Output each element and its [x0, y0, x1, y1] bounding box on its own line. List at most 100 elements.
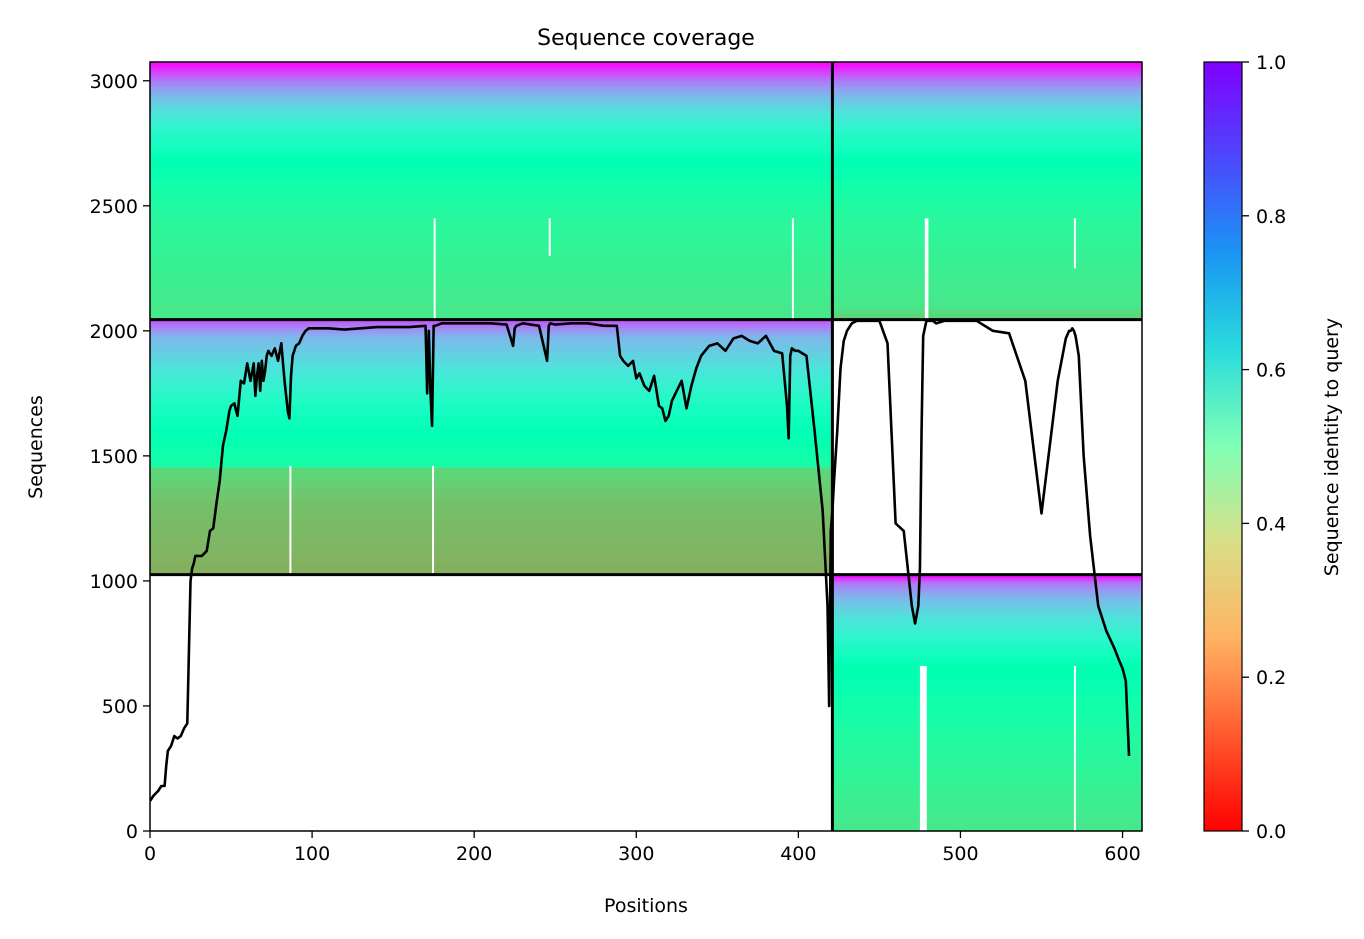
heatmap-band-1-7-4	[832, 65, 1142, 69]
heatmap-band-0-1-4	[150, 170, 833, 181]
heatmap-band-0-5-2	[150, 88, 833, 92]
heatmap-band-0-0-5	[150, 218, 833, 236]
y-axis-label: Sequences	[25, 395, 47, 499]
heatmap-band-2-3-1	[150, 445, 833, 457]
gap-column-10	[926, 218, 929, 320]
heatmap-band-3-2-3	[832, 649, 1142, 654]
heatmap-band-0-0-2	[150, 268, 833, 287]
heatmap-band-0-4-4	[150, 98, 833, 102]
heatmap-band-1-0-3	[832, 310, 1142, 314]
heatmap-band-1-5-3	[832, 100, 1142, 104]
heatmap-band-1-7-5	[832, 62, 1142, 66]
colorbar	[1203, 61, 1243, 832]
heatmap-band-0-3-2	[150, 120, 833, 125]
heatmap-band-0-0-3	[150, 252, 833, 270]
heatmap-band-2-6-0	[150, 333, 833, 337]
x-tick-label-0: 0	[144, 843, 156, 865]
heatmap-band-2-0-2	[150, 540, 833, 553]
heatmap-band-2-5-3	[150, 346, 833, 353]
heatmap-band-2-4-4	[150, 374, 833, 382]
heatmap-band-1-0-4	[832, 308, 1142, 311]
x-tick-label-2: 200	[456, 843, 492, 865]
heatmap-band-0-5-0	[150, 93, 833, 97]
heatmap-band-0-3-0	[150, 127, 833, 132]
heatmap-band-2-5-4	[150, 341, 833, 348]
heatmap-band-1-1-4	[832, 232, 1142, 248]
heatmap-band-3-1-4	[832, 680, 1142, 697]
heatmap-band-2-4-3	[150, 380, 833, 388]
heatmap-band-3-0-1	[832, 805, 1142, 819]
heatmap-band-2-2-3	[150, 466, 833, 468]
heatmap-band-3-1-0	[832, 740, 1142, 757]
y-tick-label-3: 1500	[90, 446, 138, 468]
heatmap-band-1-2-1	[832, 199, 1142, 210]
gap-column-2	[433, 218, 436, 320]
heatmap-band-3-4-2	[832, 607, 1142, 611]
heatmap-band-1-2-3	[832, 179, 1142, 190]
heatmap-band-1-3-1	[832, 150, 1142, 157]
y-tick-label-4: 2000	[90, 321, 138, 343]
heatmap-band-1-4-4	[832, 114, 1142, 118]
heatmap-band-3-6-3	[832, 577, 1142, 580]
coverage-line-series	[150, 319, 1131, 802]
y-tick-label-6: 3000	[90, 71, 138, 93]
heatmap-band-0-2-3	[150, 140, 833, 147]
heatmap-band-2-4-1	[150, 393, 833, 401]
heatmap-band-3-2-1	[832, 657, 1142, 663]
y-tick-label-0: 0	[126, 821, 138, 843]
heatmap-band-2-4-5	[150, 368, 833, 376]
heatmap-band-1-3-5	[832, 130, 1142, 137]
heatmap-band-0-2-5	[150, 130, 833, 137]
heatmap-band-0-1-3	[150, 179, 833, 190]
heatmap-band-3-6-0	[832, 581, 1142, 584]
heatmap-band-2-2-4	[150, 466, 833, 468]
heatmap-band-0-6-3	[150, 68, 833, 72]
heatmap-band-0-6-5	[150, 62, 833, 66]
heatmap-band-3-4-0	[832, 613, 1142, 617]
heatmap-band-2-0-1	[150, 551, 833, 564]
heatmap-band-2-6-5	[150, 319, 833, 323]
heatmap-band-2-5-5	[150, 335, 833, 342]
heatmap-band-1-2-2	[832, 189, 1142, 200]
gap-column-11	[1073, 665, 1076, 831]
heatmap-band-1-1-0	[832, 291, 1142, 307]
heatmap-band-3-3-4	[832, 620, 1142, 625]
heatmap-band-3-0-2	[832, 793, 1142, 807]
heatmap-band-2-3-5	[150, 405, 833, 417]
gap-column-12	[1073, 218, 1076, 269]
heatmap-band-2-2-1	[150, 467, 833, 469]
x-tick-label-1: 100	[294, 843, 330, 865]
heatmap-band-1-2-0	[832, 208, 1142, 219]
heatmap-band-0-4-0	[150, 108, 833, 112]
heatmap-band-1-0-2	[832, 312, 1142, 316]
heatmap-band-2-5-2	[150, 352, 833, 358]
heatmap-band-3-3-0	[832, 636, 1142, 642]
heatmap-band-0-4-5	[150, 95, 833, 99]
heatmap-band-0-1-5	[150, 160, 833, 171]
heatmap-band-0-6-2	[150, 71, 833, 75]
heatmap-band-1-4-3	[832, 117, 1142, 122]
heatmap-band-3-5-3	[832, 588, 1142, 592]
heatmap-band-3-6-1	[832, 580, 1142, 583]
gap-column-6	[921, 665, 924, 831]
heatmap-band-1-1-1	[832, 276, 1142, 292]
gap-column-8	[924, 665, 927, 831]
heatmap-band-2-1-3	[150, 480, 833, 488]
heatmap-band-3-5-5	[832, 583, 1142, 587]
heatmap-band-1-2-5	[832, 160, 1142, 171]
heatmap-band-2-1-1	[150, 493, 833, 501]
heatmap-band-1-6-0	[832, 93, 1142, 97]
colorbar-ticks: 0.0 0.2 0.4 0.6 0.8 1.0	[1242, 52, 1286, 843]
heatmap-band-0-6-1	[150, 74, 833, 79]
gap-column-7	[923, 665, 926, 831]
heatmap-band-1-6-2	[832, 88, 1142, 92]
heatmap-band-1-3-2	[832, 145, 1142, 152]
heatmap-band-1-3-4	[832, 135, 1142, 142]
heatmap-band-0-6-4	[150, 65, 833, 69]
heatmap-band-2-1-2	[150, 487, 833, 494]
heatmap-band-3-4-4	[832, 601, 1142, 605]
heatmap-band-2-6-2	[150, 327, 833, 331]
heatmap-band-1-1-2	[832, 262, 1142, 278]
gap-column-0	[289, 465, 292, 575]
heatmap-band-2-1-5	[150, 468, 833, 476]
